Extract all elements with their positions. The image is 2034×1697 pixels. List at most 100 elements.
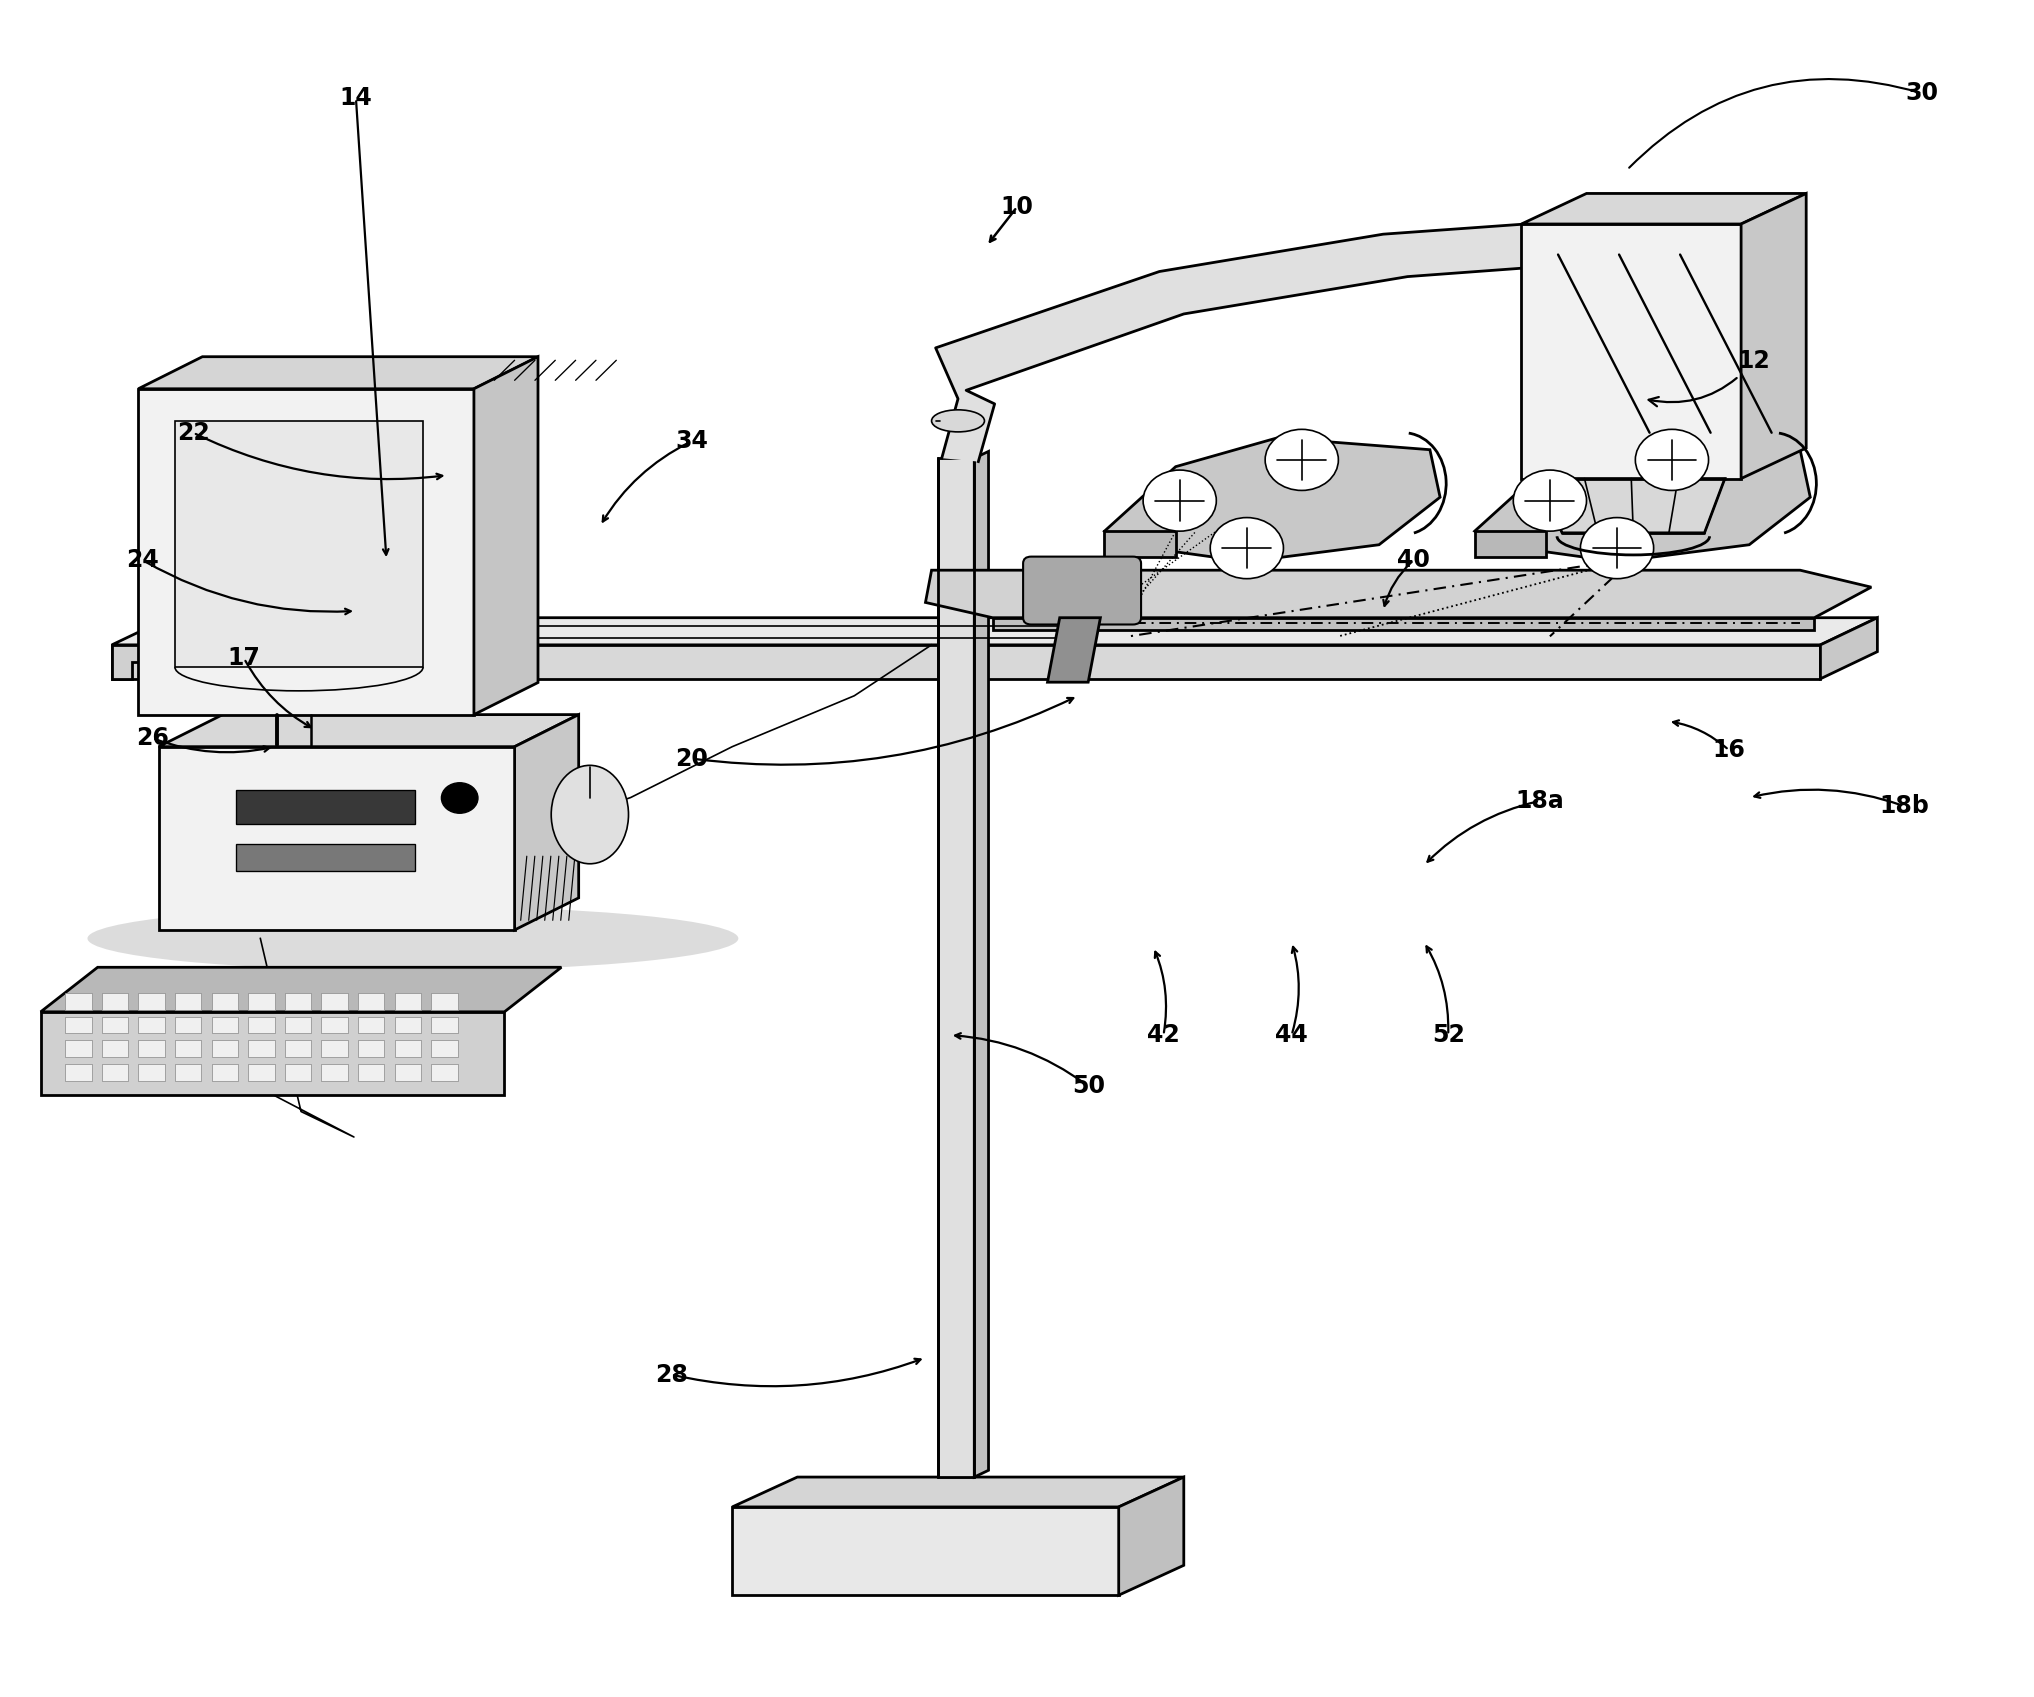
Polygon shape bbox=[1820, 618, 1877, 679]
Bar bbox=[321, 1064, 348, 1081]
Bar bbox=[358, 1064, 384, 1081]
Bar bbox=[431, 1040, 458, 1057]
Text: 40: 40 bbox=[1397, 548, 1430, 572]
Bar bbox=[321, 1040, 348, 1057]
Polygon shape bbox=[138, 356, 537, 389]
Bar bbox=[175, 1040, 201, 1057]
Polygon shape bbox=[1538, 479, 1725, 533]
Polygon shape bbox=[1475, 531, 1546, 557]
Bar bbox=[175, 1017, 201, 1033]
Bar bbox=[102, 1064, 128, 1081]
Bar bbox=[285, 1017, 311, 1033]
Polygon shape bbox=[515, 714, 578, 930]
Text: 34: 34 bbox=[675, 429, 708, 453]
Circle shape bbox=[1143, 470, 1216, 531]
Bar bbox=[65, 993, 92, 1010]
Circle shape bbox=[1513, 470, 1587, 531]
Bar bbox=[65, 1017, 92, 1033]
FancyBboxPatch shape bbox=[1023, 557, 1141, 624]
Bar bbox=[102, 1040, 128, 1057]
Bar bbox=[138, 1017, 165, 1033]
Polygon shape bbox=[159, 747, 515, 930]
Bar bbox=[395, 993, 421, 1010]
Bar bbox=[236, 843, 415, 871]
Polygon shape bbox=[936, 224, 1546, 462]
Ellipse shape bbox=[87, 906, 738, 971]
Bar bbox=[212, 1017, 238, 1033]
Bar bbox=[358, 1017, 384, 1033]
Polygon shape bbox=[1104, 531, 1176, 557]
Bar bbox=[321, 993, 348, 1010]
Polygon shape bbox=[732, 1507, 1119, 1595]
Bar bbox=[102, 1017, 128, 1033]
Text: 42: 42 bbox=[1147, 1023, 1180, 1047]
Bar bbox=[212, 1040, 238, 1057]
Bar bbox=[248, 1017, 275, 1033]
Bar bbox=[431, 993, 458, 1010]
Text: 14: 14 bbox=[340, 87, 372, 110]
Polygon shape bbox=[1521, 224, 1741, 479]
Text: 10: 10 bbox=[1001, 195, 1033, 219]
Bar bbox=[175, 993, 201, 1010]
Bar bbox=[285, 1040, 311, 1057]
Bar bbox=[285, 1064, 311, 1081]
Text: 28: 28 bbox=[655, 1363, 687, 1386]
Text: 30: 30 bbox=[1906, 81, 1938, 105]
Polygon shape bbox=[732, 1476, 1184, 1507]
Polygon shape bbox=[1475, 438, 1810, 562]
Bar bbox=[431, 1017, 458, 1033]
Bar bbox=[138, 1064, 165, 1081]
Polygon shape bbox=[474, 356, 537, 714]
Circle shape bbox=[441, 782, 478, 813]
Bar bbox=[175, 421, 423, 667]
Bar bbox=[431, 1064, 458, 1081]
Bar bbox=[395, 1017, 421, 1033]
Polygon shape bbox=[938, 458, 974, 1476]
Bar bbox=[175, 1064, 201, 1081]
Polygon shape bbox=[993, 618, 1814, 630]
Bar bbox=[236, 789, 415, 823]
Ellipse shape bbox=[932, 409, 984, 433]
Bar bbox=[395, 1064, 421, 1081]
Ellipse shape bbox=[551, 765, 629, 864]
Polygon shape bbox=[41, 1011, 504, 1095]
Bar bbox=[321, 1017, 348, 1033]
Text: 12: 12 bbox=[1650, 350, 1770, 406]
Polygon shape bbox=[1104, 438, 1440, 562]
Text: 18b: 18b bbox=[1879, 794, 1928, 818]
Polygon shape bbox=[41, 967, 561, 1011]
Text: 22: 22 bbox=[177, 421, 210, 445]
Text: 44: 44 bbox=[1275, 1023, 1308, 1047]
Text: 17: 17 bbox=[228, 647, 260, 670]
Bar bbox=[248, 1064, 275, 1081]
Polygon shape bbox=[112, 645, 1820, 679]
Bar bbox=[358, 993, 384, 1010]
Polygon shape bbox=[925, 570, 1871, 618]
Text: 24: 24 bbox=[126, 548, 159, 572]
Bar bbox=[248, 993, 275, 1010]
Circle shape bbox=[1580, 518, 1654, 579]
Bar bbox=[65, 1040, 92, 1057]
Polygon shape bbox=[1048, 618, 1100, 682]
Bar bbox=[138, 1040, 165, 1057]
Bar bbox=[138, 993, 165, 1010]
Bar bbox=[395, 1040, 421, 1057]
Polygon shape bbox=[1521, 193, 1806, 224]
Text: 16: 16 bbox=[1713, 738, 1745, 762]
Bar bbox=[212, 993, 238, 1010]
Text: 50: 50 bbox=[1072, 1074, 1104, 1098]
Text: 18a: 18a bbox=[1515, 789, 1564, 813]
Bar bbox=[212, 1064, 238, 1081]
Polygon shape bbox=[1119, 1476, 1184, 1595]
Text: 52: 52 bbox=[1432, 1023, 1464, 1047]
Polygon shape bbox=[974, 451, 989, 1476]
Bar bbox=[102, 993, 128, 1010]
Polygon shape bbox=[138, 389, 474, 714]
Polygon shape bbox=[1741, 193, 1806, 479]
Bar bbox=[358, 1040, 384, 1057]
Text: 26: 26 bbox=[136, 726, 169, 750]
Polygon shape bbox=[112, 618, 1877, 645]
Circle shape bbox=[1635, 429, 1709, 490]
Bar bbox=[248, 1040, 275, 1057]
Text: 20: 20 bbox=[675, 747, 708, 770]
